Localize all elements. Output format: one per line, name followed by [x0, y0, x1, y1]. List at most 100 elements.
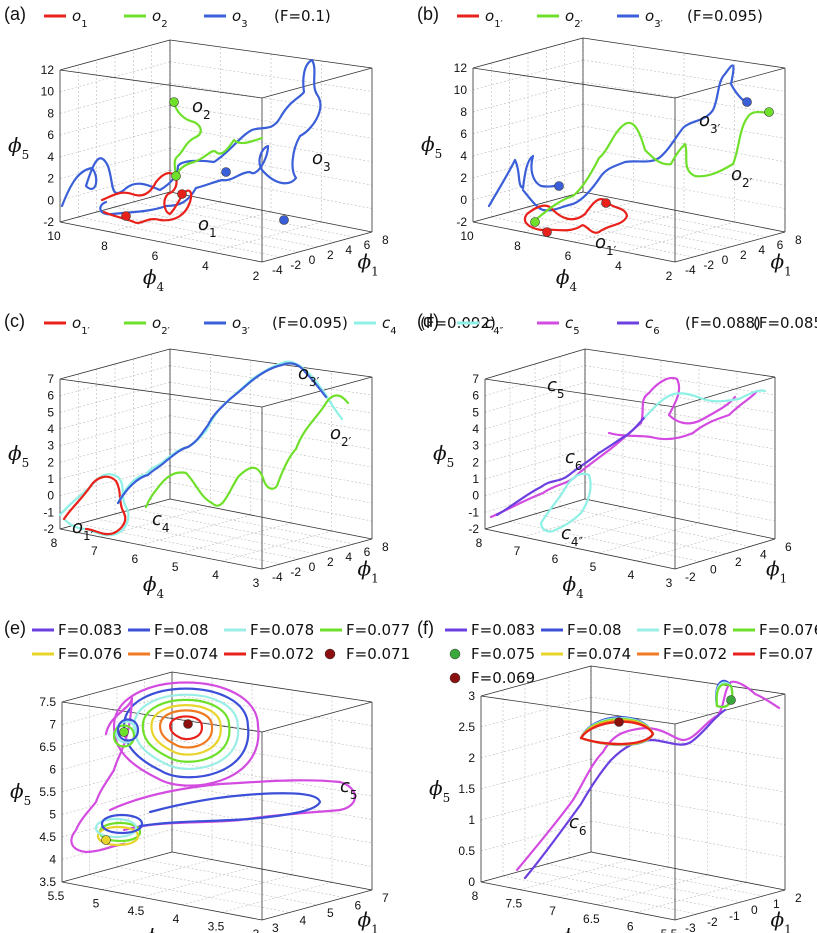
y-tick-label: 0 — [309, 253, 316, 267]
x-tick-label: 5 — [172, 560, 179, 574]
y-tick-label: 6 — [355, 899, 362, 913]
panel-label: (c) — [4, 311, 25, 331]
x-tick-label: 4 — [212, 568, 219, 582]
grid-line — [584, 448, 776, 486]
grid-line — [519, 859, 630, 890]
y-axis-label: ϕ1 — [358, 908, 379, 933]
grid-line — [61, 784, 173, 815]
point-low — [101, 835, 111, 845]
box-edge — [590, 665, 786, 695]
x-tick-label: 10 — [47, 229, 61, 243]
x-tick-label: 3.5 — [208, 919, 225, 933]
panel-4: (e) F=0.083 F=0.08 F=0.078 F=0.077 F=0.076 F=0… — [4, 618, 410, 933]
series-e-loop-1 — [122, 687, 250, 779]
grid-line — [590, 696, 786, 727]
legend-dot — [449, 672, 461, 684]
series-e-small-3 — [100, 813, 144, 835]
curve-label-o1: o1 — [198, 214, 217, 240]
box-edge — [261, 701, 373, 733]
z-tick-label: -2 — [468, 522, 479, 536]
curve-label-o2′: o2′ — [330, 423, 352, 449]
grid-line — [491, 216, 694, 258]
x-tick-label: 8 — [514, 239, 521, 253]
series-o3 — [60, 58, 322, 216]
box-edge — [472, 221, 676, 263]
grid-line — [171, 716, 373, 750]
y-tick-label: 8 — [382, 233, 389, 247]
grid-line — [524, 869, 720, 909]
curve-label-o1′: o1′ — [72, 517, 94, 543]
legend-label-6: F=0.072 — [250, 645, 314, 663]
z-tick-label: 10 — [41, 85, 55, 99]
z-tick-label: 6 — [460, 127, 467, 141]
legend-label-1: o2′ — [152, 314, 171, 337]
series-o1 — [523, 198, 629, 234]
box-edge — [472, 191, 584, 223]
series-e-loop-2 — [133, 693, 239, 770]
x-tick-label: 5.5 — [661, 927, 678, 933]
box-edge — [590, 851, 786, 891]
grid-line — [522, 506, 624, 538]
legend-label-0: F=0.083 — [58, 621, 122, 639]
grid-line — [171, 739, 373, 773]
z-tick-label: 7.5 — [39, 695, 56, 709]
grid-line — [59, 432, 171, 463]
series-o2 — [144, 394, 350, 509]
box-edge — [59, 39, 171, 71]
x-tick-label: 5.5 — [48, 889, 65, 903]
z-tick-label: 1 — [468, 813, 475, 827]
grid-line — [59, 148, 171, 179]
legend-note-2: (F=0.085) — [753, 314, 817, 332]
start-marker-o3 — [221, 167, 231, 177]
box-edge — [472, 67, 676, 99]
grid-line — [59, 415, 171, 446]
curve-label-o2: o2 — [192, 96, 211, 122]
x-axis-label: ϕ4 — [556, 265, 578, 294]
z-axis-label: ϕ5 — [421, 132, 442, 161]
z-tick-label: 4.5 — [39, 830, 56, 844]
box-edge — [61, 881, 263, 921]
z-axis-label: ϕ5 — [8, 133, 29, 162]
z-tick-label: 8 — [460, 105, 467, 119]
z-tick-label: 0 — [47, 193, 54, 207]
grid-line — [171, 829, 373, 867]
grid-line — [559, 506, 751, 547]
x-tick-label: 5 — [93, 897, 100, 911]
y-tick-label: -2 — [707, 915, 718, 929]
legend-label-3: F=0.077 — [346, 621, 410, 639]
grid-line — [590, 758, 786, 793]
y-tick-label: 0 — [751, 903, 758, 917]
box-edge — [674, 231, 786, 263]
grid-line — [160, 211, 272, 243]
series-f-loop-5 — [579, 720, 655, 746]
z-tick-label: 3 — [47, 439, 54, 453]
series-o1 — [100, 172, 193, 224]
z-tick-label: 6 — [47, 128, 54, 142]
x-tick-label: 6 — [552, 552, 559, 566]
y-axis-label: ϕ1 — [771, 908, 792, 933]
panel-label: (b) — [417, 4, 439, 24]
box-edge — [171, 851, 373, 891]
box-edge — [61, 671, 173, 703]
x-tick-label: 8 — [101, 239, 108, 253]
x-tick-label: 3 — [253, 927, 260, 933]
box-edge — [480, 881, 676, 921]
grid-line — [171, 806, 373, 844]
y-axis-label: ϕ1 — [766, 557, 787, 586]
grid-line — [78, 216, 281, 258]
series-e-c5b — [138, 792, 322, 828]
grid-line — [59, 61, 171, 93]
legend-label-1: F=0.08 — [154, 621, 209, 639]
panel-3: (d) c4″ c5 c6 (F=0.088)(F=0.085) 7 6 5 4 3 2 1 0 -1 -2… — [417, 311, 817, 601]
grid-line — [480, 820, 592, 852]
y-tick-label: 8 — [795, 233, 802, 247]
legend-label-5: F=0.074 — [567, 645, 631, 663]
y-tick-label: -2 — [685, 570, 696, 584]
start-marker-o1b — [177, 189, 187, 199]
z-tick-label: 7 — [47, 372, 54, 386]
z-tick-label: -1 — [43, 505, 54, 519]
start-marker-o1 — [542, 227, 552, 237]
grid-line — [181, 874, 293, 906]
series-o3b — [521, 64, 749, 212]
grid-line — [584, 432, 776, 468]
